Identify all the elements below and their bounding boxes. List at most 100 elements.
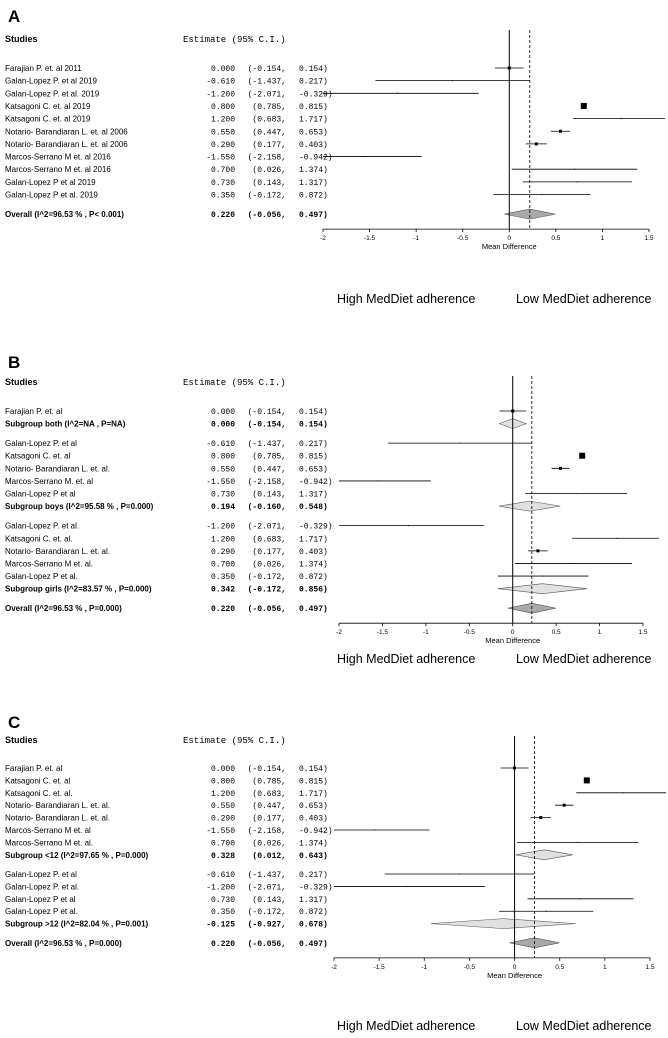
study-row: Farajian P. et. al 2011 0.000 (-0.154, 0.15… (5, 64, 524, 74)
effect-size-marker (407, 525, 409, 527)
study-row: Galan-Lopez P. et al. 2019 -1.200 (-2.071,… (5, 89, 479, 99)
estimate-value: 0.550 (211, 128, 235, 137)
x-tick-label: -0.5 (464, 629, 476, 636)
ci-upper-value: 0.497) (299, 211, 328, 220)
effect-size-marker (620, 118, 622, 120)
overall-row: Overall (I^2=96.53 % , P=0.000) 0.220 (-0.… (5, 602, 556, 614)
ci-upper-value: 0.872) (299, 192, 328, 201)
estimate-value: 0.000 (211, 65, 235, 74)
ci-upper-value: 1.317) (299, 179, 328, 188)
study-row: Galan-Lopez P. et al. -1.200 (-2.071, -0.32… (5, 522, 485, 532)
ci-lower-value: (-0.172, (248, 192, 286, 201)
direction-label-right: Low MedDiet adherence (516, 1019, 652, 1033)
study-name: Galan-Lopez P et al. (5, 907, 78, 916)
estimate-value: -1.200 (206, 90, 235, 99)
study-row: Notario- Barandiaran L. et. al 2006 0.550… (5, 127, 571, 137)
study-row: Galan-Lopez P et al. 0.350 (-0.172, 0.872) (5, 907, 594, 917)
ci-upper-value: 1.374) (299, 166, 328, 175)
direction-label-left: High MedDiet adherence (337, 292, 475, 306)
study-name: Subgroup boys (I^2=95.58 % , P=0.000) (5, 502, 154, 511)
study-name: Notario- Barandiaran L. et. al. (5, 464, 110, 473)
ci-upper-value: -0.329) (299, 883, 333, 892)
effect-size-marker (539, 816, 543, 820)
ci-upper-value: 0.217) (299, 78, 328, 87)
subgroup-row: Subgroup <12 (I^2=97.65 % , P=0.000) 0.32… (5, 849, 573, 861)
study-row: Galan-Lopez P et al. 0.350 (-0.172, 0.872) (5, 572, 589, 582)
study-name: Overall (I^2=96.53 % , P< 0.001) (5, 210, 124, 219)
x-axis: -2 -1.5 -1 -0.5 0 0.5 1 1.5 Mean Difference (331, 957, 655, 980)
subgroup-row: Subgroup >12 (I^2=82.04 % , P=0.001) -0.1… (5, 918, 576, 930)
estimate-value: -1.550 (206, 478, 235, 487)
study-row: Marcos-Serrano M et. al 2016 0.700 (0.026,… (5, 165, 638, 175)
estimate-value: 0.550 (211, 465, 235, 474)
study-row: Galan-Lopez P. et al 2019 -0.610 (-1.437, 0… (5, 77, 530, 87)
effect-size-marker (397, 92, 399, 94)
ci-lower-value: (0.026, (252, 560, 286, 569)
ci-lower-value: (-1.437, (248, 78, 286, 87)
ci-lower-value: (-2.071, (248, 90, 286, 99)
ci-upper-value: 0.217) (299, 440, 328, 449)
study-name: Notario- Barandiaran L. et. al. (5, 814, 110, 823)
x-tick-label: -1 (421, 964, 427, 971)
ci-upper-value: 0.678) (299, 921, 328, 930)
estimate-value: 0.220 (211, 940, 235, 949)
study-row: Galan-Lopez P. et al -0.610 (-1.437, 0.217) (5, 870, 535, 880)
ci-lower-value: (-1.437, (248, 871, 286, 880)
study-name: Marcos-Serrano M et. al (5, 826, 91, 835)
header-estimate: Estimate (95% C.I.) (183, 378, 286, 388)
header-studies: Studies (5, 34, 38, 44)
estimate-value: 0.000 (211, 408, 235, 417)
study-row: Galan-Lopez P. et al. -1.200 (-2.071, -0.32… (5, 882, 485, 892)
study-row: Marcos-Serrano M. et. al -1.550 (-2.158, -0… (5, 477, 431, 487)
study-name: Farajian P. et. al (5, 764, 62, 773)
ci-upper-value: 0.653) (299, 465, 328, 474)
header-studies: Studies (5, 735, 38, 745)
effect-size-marker (562, 803, 566, 807)
ci-lower-value: (-0.172, (248, 573, 286, 582)
ci-lower-value: (0.026, (252, 166, 286, 175)
ci-upper-value: 0.154) (299, 765, 328, 774)
estimate-value: -1.200 (206, 883, 235, 892)
estimate-value: 0.342 (211, 586, 235, 595)
x-tick-label: 1 (598, 629, 602, 636)
study-name: Galan-Lopez P. et al 2019 (5, 77, 97, 86)
estimate-value: 0.350 (211, 573, 235, 582)
estimate-value: 0.000 (211, 421, 235, 430)
header-estimate: Estimate (95% C.I.) (183, 736, 286, 746)
study-name: Farajian P. et. al (5, 407, 62, 416)
x-tick-label: 1.5 (638, 629, 647, 636)
ci-lower-value: (0.177, (252, 815, 286, 824)
estimate-value: 0.328 (211, 852, 235, 861)
study-name: Overall (I^2=96.53 % , P=0.000) (5, 604, 122, 613)
study-name: Subgroup girls (I^2=83.57 % , P=0.000) (5, 585, 152, 594)
study-row: Notario- Barandiaran L. et. al. 0.290 (0.1… (5, 547, 548, 557)
ci-upper-value: 0.403) (299, 141, 328, 150)
ci-lower-value: (-2.071, (248, 523, 286, 532)
ci-lower-value: (0.447, (252, 128, 286, 137)
summary-diamond (504, 208, 556, 220)
study-name: Galan-Lopez P. et al. (5, 882, 79, 891)
study-row: Katsagoni C. et. al. 1.200 (0.683, 1.717) (5, 789, 666, 799)
ci-lower-value: (-0.056, (248, 940, 286, 949)
study-row: Notario- Barandiaran L. et. al 2006 0.290… (5, 140, 547, 150)
effect-size-marker (573, 562, 575, 564)
forest-panel-a: A Studies Estimate (95% C.I.) Farajian P. e… (5, 7, 665, 306)
x-tick-label: 0.5 (555, 964, 564, 971)
ci-lower-value: (-0.172, (248, 908, 286, 917)
x-tick-label: -2 (320, 235, 326, 242)
study-name: Katsagoni C. et. al (5, 452, 71, 461)
estimate-value: 1.200 (211, 116, 235, 125)
x-tick-label: 0 (507, 235, 511, 242)
study-row: Galan-Lopez P et al 0.730 (0.143, 1.317) (5, 490, 628, 500)
x-axis: -2 -1.5 -1 -0.5 0 0.5 1 1.5 Mean Difference (320, 228, 654, 251)
x-axis-label: Mean Difference (485, 636, 540, 645)
study-name: Galan-Lopez P. et al (5, 870, 77, 879)
effect-size-marker (579, 898, 581, 900)
study-row: Galan-Lopez P et al. 2019 0.350 (-0.172, 0.… (5, 191, 591, 201)
estimate-value: 0.220 (211, 605, 235, 614)
effect-size-marker (534, 142, 538, 146)
study-name: Notario- Barandiaran L. et. al. (5, 801, 110, 810)
effect-size-marker (622, 792, 624, 794)
study-name: Galan-Lopez P. et al (5, 439, 77, 448)
ci-upper-value: 1.374) (299, 560, 328, 569)
